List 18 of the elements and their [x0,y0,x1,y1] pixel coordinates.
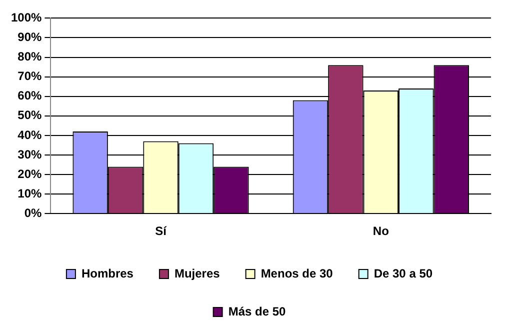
legend-label: Menos de 30 [260,266,334,280]
y-tick-label: 20% [18,166,42,181]
y-tick-label: 0% [24,206,42,220]
y-tick-label: 80% [18,50,42,64]
y-tick-label: 100% [10,10,42,25]
x-tick-label: Sí [155,224,168,238]
legend-label: Más de 50 [228,304,286,318]
y-tick-label: 60% [18,88,42,103]
legend-label: Mujeres [174,266,220,280]
y-tick-label: 30% [18,147,42,162]
y-tick-label: 70% [18,69,42,84]
legend-label: Hombres [81,266,134,280]
y-tick-label: 50% [18,108,42,122]
x-tick-label: No [372,224,389,238]
y-tick-label: 40% [18,128,42,142]
y-tick-label: 90% [18,30,42,44]
y-tick-label: 10% [18,186,42,200]
legend-label: De 30 a 50 [374,266,433,280]
